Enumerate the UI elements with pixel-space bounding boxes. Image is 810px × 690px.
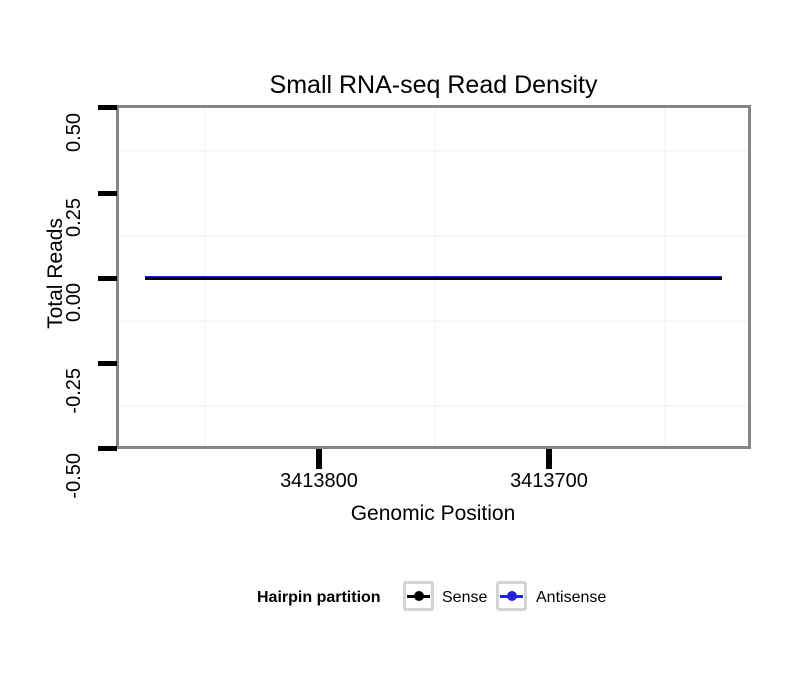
plot-panel xyxy=(116,105,751,449)
y-tick-label: 0.50 xyxy=(63,113,85,152)
series-line-sense xyxy=(145,277,722,280)
legend-key-antisense xyxy=(496,581,527,611)
gridline-minor-h xyxy=(119,405,748,407)
legend-label-sense: Sense xyxy=(442,589,488,606)
y-tick-mark xyxy=(98,275,117,281)
y-tick-label: 0.25 xyxy=(63,198,85,237)
x-tick-mark xyxy=(316,449,322,469)
gridline-minor-h xyxy=(119,235,748,237)
legend-title: Hairpin partition xyxy=(257,589,381,606)
y-tick-label: -0.50 xyxy=(63,453,85,499)
x-tick-mark xyxy=(546,449,552,469)
antisense-point-glyph xyxy=(506,591,517,601)
legend-key-sense xyxy=(403,581,434,611)
legend-label-antisense: Antisense xyxy=(536,589,607,606)
x-tick-label: 3413800 xyxy=(280,470,358,492)
sense-point-glyph xyxy=(413,591,424,601)
y-tick-mark xyxy=(98,445,117,451)
y-tick-mark xyxy=(98,105,117,110)
y-tick-label: 0.00 xyxy=(63,283,85,322)
x-tick-label: 3413700 xyxy=(510,470,588,492)
y-tick-mark xyxy=(98,190,117,196)
y-tick-mark xyxy=(98,360,117,366)
x-axis-title: Genomic Position xyxy=(350,502,516,525)
gridline-minor-h xyxy=(119,150,748,152)
y-tick-label: -0.25 xyxy=(63,368,85,414)
gridline-minor-h xyxy=(119,320,748,322)
chart-title: Small RNA-seq Read Density xyxy=(269,71,598,99)
